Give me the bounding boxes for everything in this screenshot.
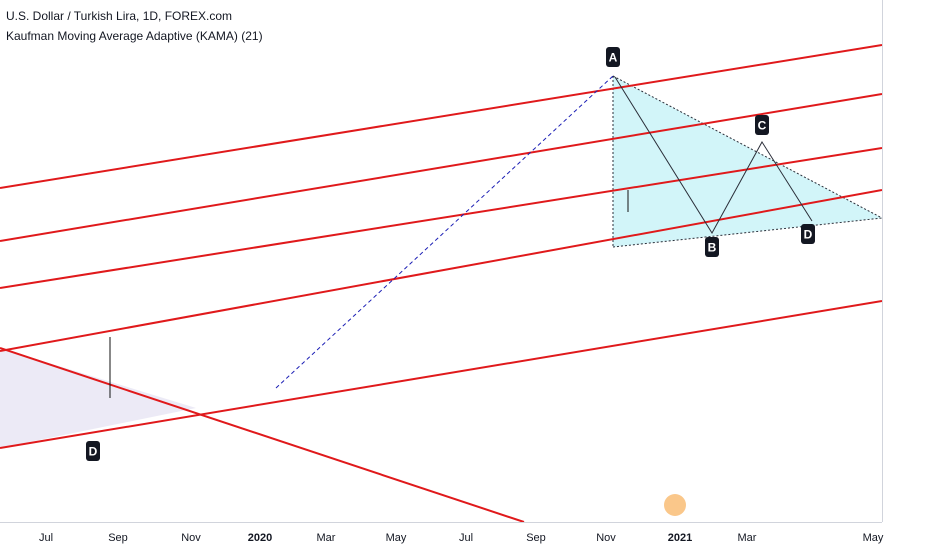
chart-title[interactable]: U.S. Dollar / Turkish Lira, 1D, FOREX.co… xyxy=(6,9,233,23)
chart-legend: U.S. Dollar / Turkish Lira, 1D, FOREX.co… xyxy=(6,6,263,46)
pattern-point-d-marker xyxy=(86,441,100,461)
plot-area: 0(8.58029)0.236(7.93629)0.382(7.53788)0.… xyxy=(0,0,882,522)
x-tick-label-9: 2021 xyxy=(668,532,692,544)
lower-triangle-fill xyxy=(0,348,196,448)
pattern-point-c-marker xyxy=(755,115,769,135)
channel-line-3 xyxy=(0,189,882,352)
x-tick-label-10: Mar xyxy=(738,532,757,544)
logo-icon xyxy=(664,494,686,516)
x-tick-label-11: May xyxy=(863,532,884,544)
channel-line-0 xyxy=(0,44,882,189)
x-tick-label-0: Jul xyxy=(39,532,53,544)
pattern-triangle-fill xyxy=(613,76,882,247)
time-axis[interactable]: Jul Sep Nov 2020 Mar May Jul Sep Nov 2021 Mar May xyxy=(39,532,884,544)
pattern-point-b-label: B xyxy=(708,241,717,255)
pattern-point-a-marker xyxy=(606,47,620,67)
channel-line-1 xyxy=(0,93,882,242)
x-tick-label-5: May xyxy=(386,532,407,544)
x-tick-label-2: Nov xyxy=(181,532,201,544)
abcd-projection-path xyxy=(614,76,813,234)
x-tick-label-1: Sep xyxy=(108,532,128,544)
x-tick-label-6: Jul xyxy=(459,532,473,544)
channel-line-2 xyxy=(0,147,882,289)
channel-line-4 xyxy=(0,300,882,449)
pattern-triangle-top-edge xyxy=(612,75,882,219)
pattern-point-d-marker xyxy=(801,224,815,244)
x-tick-label-7: Sep xyxy=(526,532,546,544)
x-tick-label-8: Nov xyxy=(596,532,616,544)
pattern-point-a-label: A xyxy=(609,51,618,65)
pattern-point-c-label: C xyxy=(758,119,767,133)
indicator-label[interactable]: Kaufman Moving Average Adaptive (KAMA) (… xyxy=(6,29,263,43)
pattern-triangle-bottom-edge xyxy=(612,217,882,248)
descending-line xyxy=(0,347,525,522)
pattern-point-d-label: D xyxy=(89,445,98,459)
pattern-point-b-marker xyxy=(705,237,719,257)
x-tick-label-3: 2020 xyxy=(248,532,272,544)
pattern-point-d-label: D xyxy=(804,228,813,242)
x-tick-label-4: Mar xyxy=(317,532,336,544)
